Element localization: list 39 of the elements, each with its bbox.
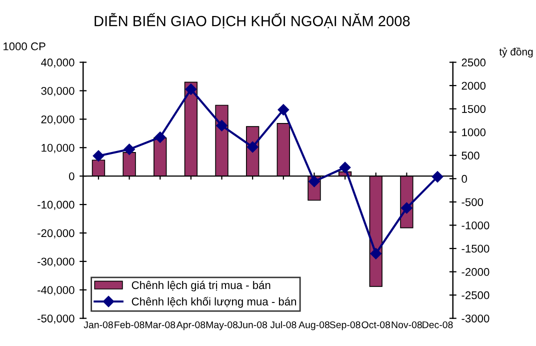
- y-tick-label: 20,000: [41, 115, 74, 125]
- y2-axis-title: tỷ đồng: [499, 47, 533, 58]
- x-tick-label: May-08: [206, 321, 238, 330]
- y2-tick-label: 0: [462, 174, 467, 183]
- y2-tick-label: 500: [462, 152, 480, 160]
- y-tick-label: -20,000: [38, 229, 74, 238]
- y2-tick-label: 1000: [462, 128, 486, 136]
- legend-label: Chênh lệch khối lượng mua - bán: [132, 296, 296, 308]
- y-axis-title: 1000 CP: [4, 42, 46, 50]
- y-tick-label: 30,000: [41, 86, 74, 96]
- y2-tick-label: -1500: [462, 244, 490, 253]
- x-tick-label: Jul-08: [270, 321, 296, 328]
- x-tick-label: Feb-08: [114, 321, 144, 328]
- x-tick-label: Dec-08: [422, 321, 453, 328]
- y2-tick-label: -2500: [462, 291, 490, 300]
- x-tick-label: Nov-08: [392, 321, 422, 328]
- x-tick-label: Oct-08: [362, 321, 390, 328]
- y-tick-label: 40,000: [41, 58, 74, 68]
- y2-tick-label: -1000: [462, 221, 490, 230]
- chart-title: DIỄN BIẾN GIAO DỊCH KHỐI NGOẠI NĂM 2008: [94, 13, 410, 28]
- x-tick-label: Jun-08: [238, 321, 268, 328]
- y-tick-label: -50,000: [38, 314, 74, 324]
- y-tick-label: 0: [69, 172, 74, 180]
- y-tick-label: -10,000: [38, 200, 74, 210]
- y2-tick-label: -3000: [462, 314, 490, 322]
- y2-tick-label: 1500: [462, 105, 486, 113]
- x-tick-label: Mar-08: [146, 321, 176, 328]
- x-tick-label: Sep-08: [330, 321, 360, 330]
- y-tick-label: -40,000: [38, 286, 74, 296]
- x-tick-label: Aug-08: [298, 321, 330, 330]
- y-tick-label: -30,000: [38, 258, 74, 267]
- y2-tick-label: -500: [462, 198, 484, 206]
- x-tick-label: Jan-08: [84, 321, 113, 328]
- y-tick-label: 10,000: [42, 144, 74, 154]
- y2-tick-label: 2500: [462, 58, 486, 66]
- legend-label: Chênh lệch giá trị mua - bán: [132, 280, 270, 292]
- y2-tick-label: 2000: [462, 82, 486, 90]
- x-tick-label: Apr-08: [176, 321, 206, 330]
- y2-tick-label: -2000: [462, 268, 490, 276]
